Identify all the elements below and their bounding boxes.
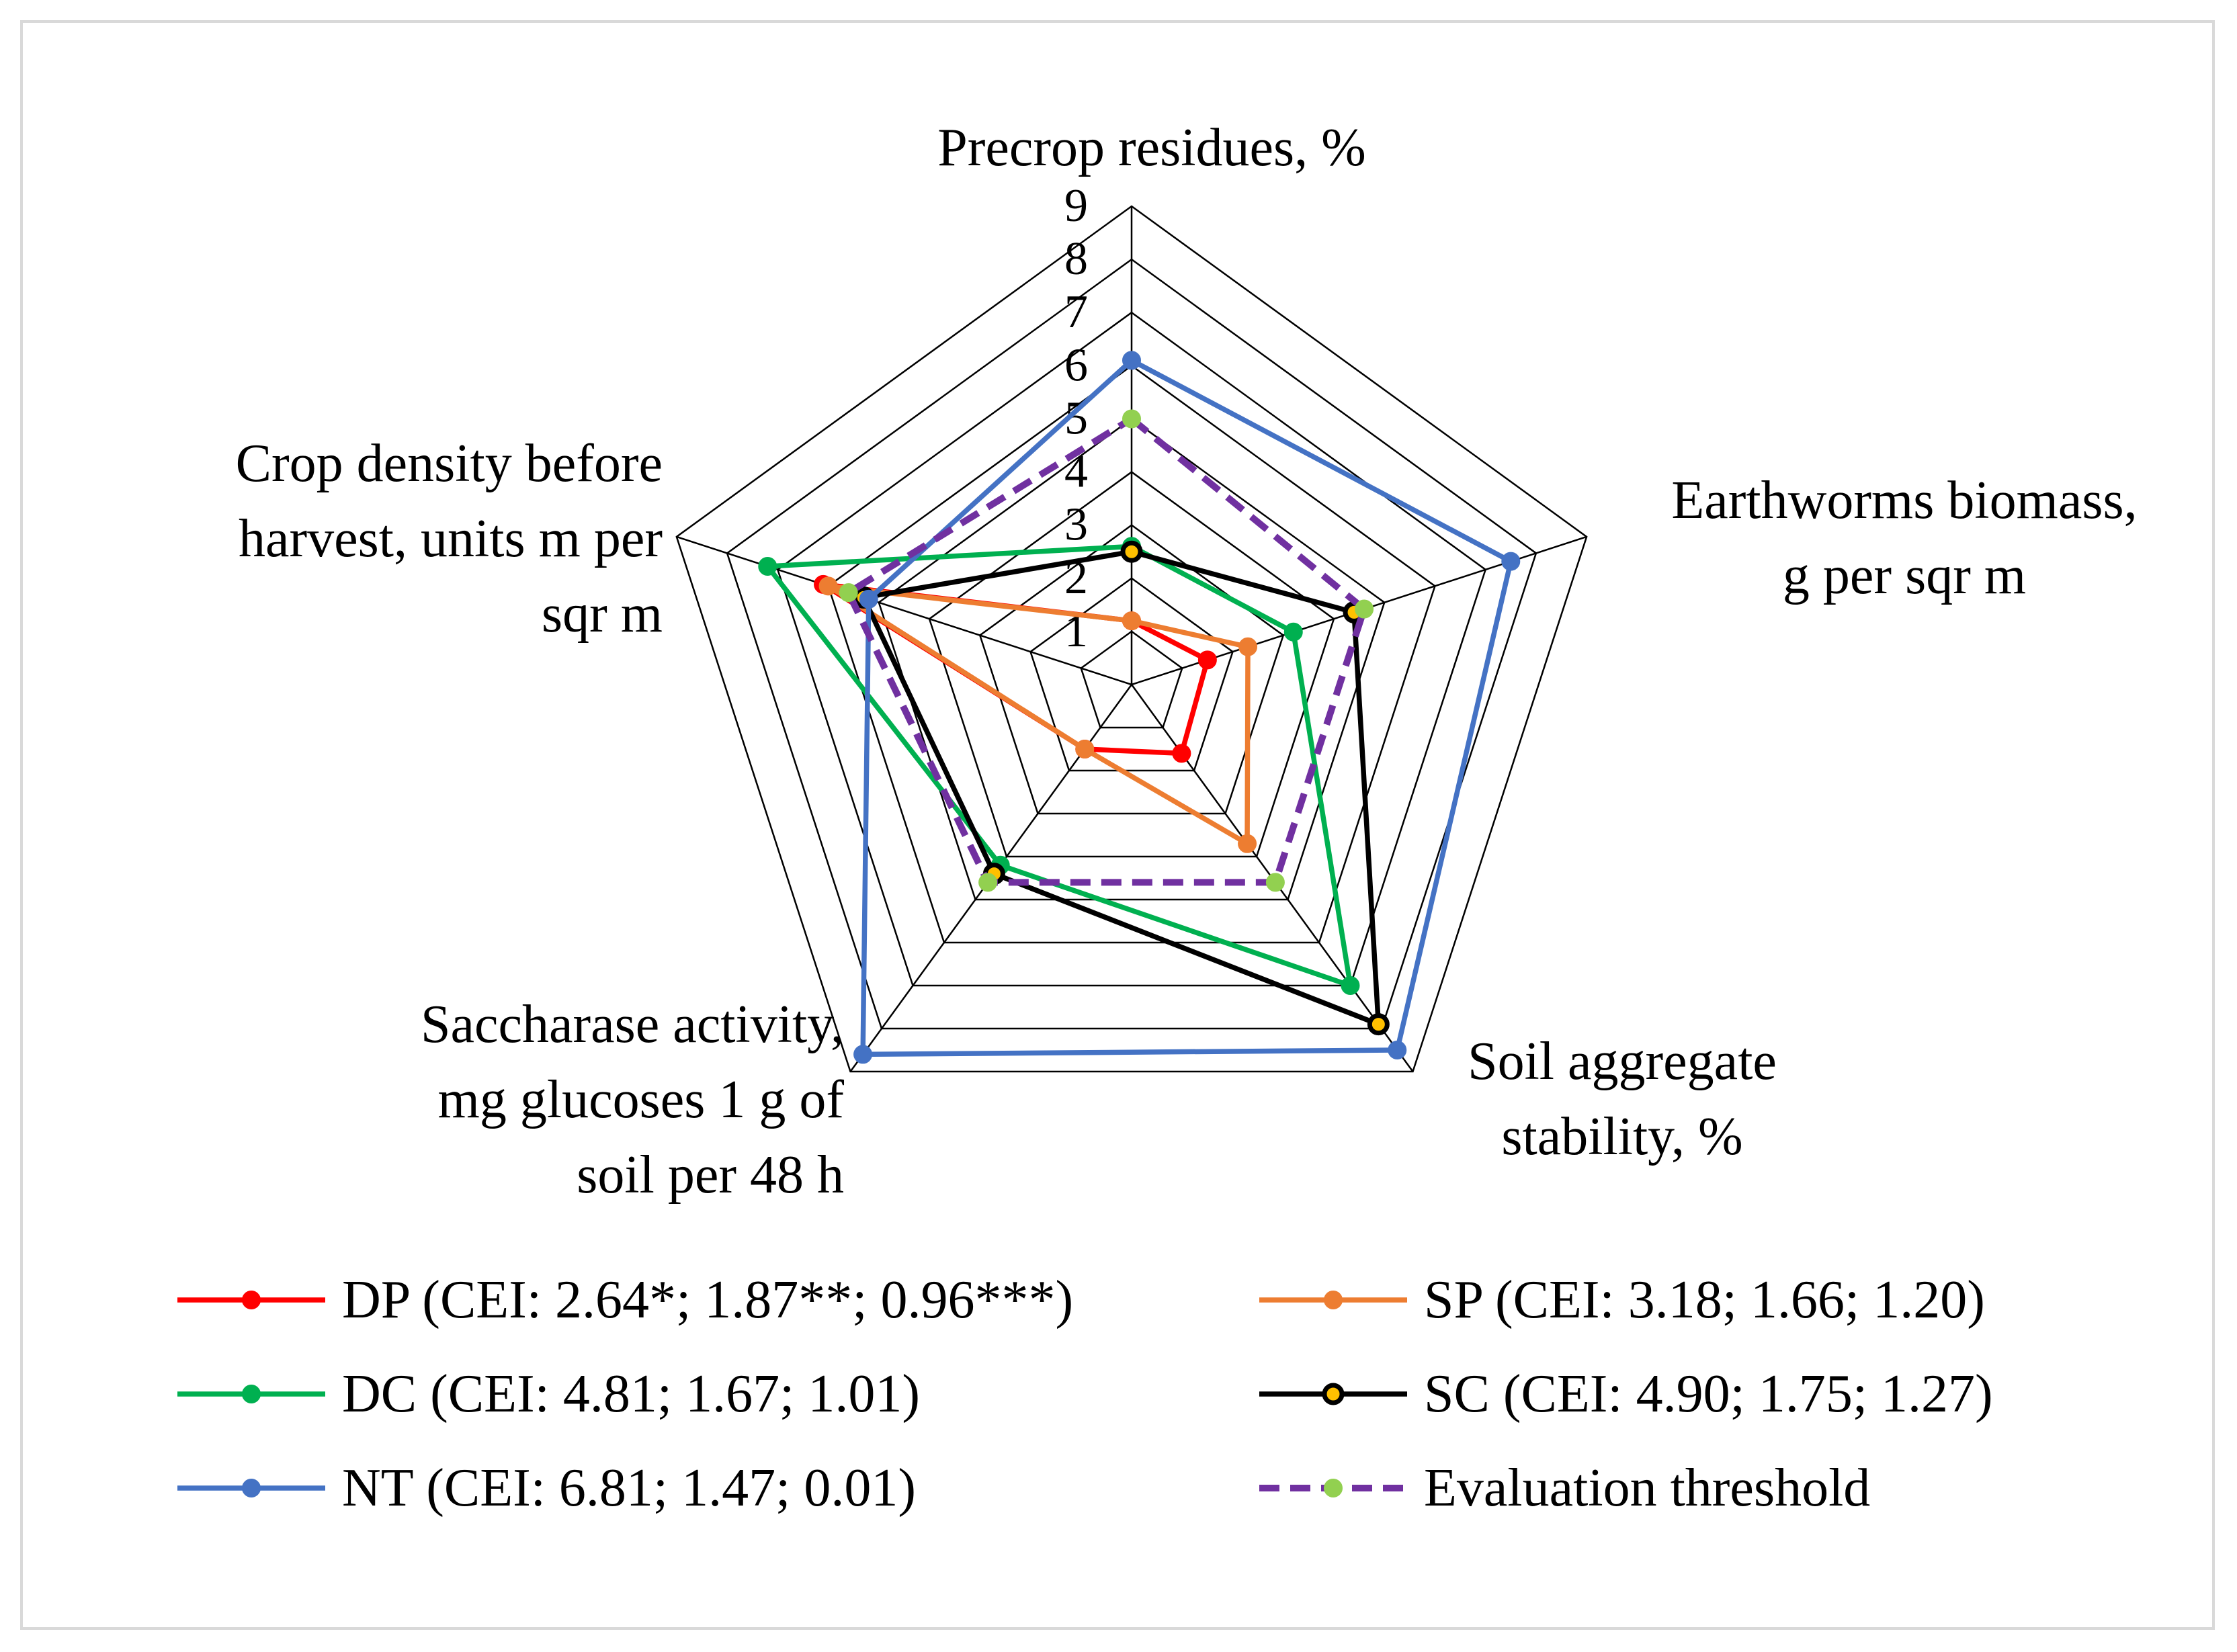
data-point [1122, 611, 1141, 631]
data-point [1355, 599, 1374, 619]
data-point [758, 556, 777, 576]
legend-label: DC (CEI: 4.81; 1.67; 1.01) [342, 1364, 920, 1424]
axis-label-4: Saccharase activity, mg glucoses 1 g of so… [421, 987, 844, 1213]
grid-ring-4 [928, 471, 1335, 858]
tick-label: 8 [1064, 233, 1088, 285]
axis-label-line: Crop density before [235, 434, 663, 493]
grid-ring-9 [675, 205, 1588, 1073]
grid-ring-6 [827, 364, 1436, 944]
legend-swatch [1259, 1383, 1407, 1405]
data-point [1238, 834, 1257, 853]
legend-item: SP (CEI: 3.18; 1.66; 1.20) [1256, 1262, 1985, 1338]
legend-item: DP (CEI: 2.64*; 1.87**; 0.96***) [174, 1262, 1073, 1338]
data-point [1122, 351, 1141, 370]
axis-label-line: stability, % [1501, 1107, 1743, 1166]
radar-grid [675, 205, 1588, 1073]
legend-item: SC (CEI: 4.90; 1.75; 1.27) [1256, 1356, 1993, 1432]
series-line [765, 544, 1353, 988]
grid-ring-5 [878, 417, 1386, 901]
axis-spoke-5 [676, 535, 1132, 686]
series-line [861, 549, 1382, 1027]
legend-label: NT (CEI: 6.81; 1.47; 0.01) [342, 1459, 917, 1518]
legend-swatch [177, 1385, 325, 1403]
tick-label: 3 [1064, 499, 1088, 551]
data-point [1172, 744, 1191, 763]
grid-ring-3 [978, 524, 1285, 815]
data-point [1122, 409, 1141, 429]
series-line [845, 415, 1368, 886]
axis-label-5: Crop density before harvest, units m per s… [236, 426, 663, 652]
data-point [1120, 540, 1143, 563]
data-point [853, 1045, 873, 1064]
data-point [839, 583, 858, 603]
tick-label: 9 [1064, 180, 1088, 232]
axis-label-3: Soil aggregate stability, % [1468, 1024, 1777, 1174]
legend-label: SC (CEI: 4.90; 1.75; 1.27) [1424, 1364, 1993, 1424]
axis-label-1: Precrop residues, % [937, 110, 1366, 185]
tick-label: 7 [1064, 286, 1088, 338]
series-sc [852, 540, 1390, 1036]
data-point [1265, 873, 1285, 892]
series-line [825, 583, 1251, 846]
legend-swatch [1259, 1479, 1407, 1497]
data-point [1388, 1041, 1407, 1060]
axis-label-2: Earthworms biomass, g per sqr m [1671, 463, 2137, 613]
legend-label: DP (CEI: 2.64*; 1.87**; 0.96***) [342, 1270, 1074, 1330]
data-point [1238, 637, 1258, 656]
data-point [1197, 650, 1217, 670]
data-point [1501, 552, 1521, 571]
axis-label-line: Soil aggregate [1468, 1032, 1777, 1091]
data-point [1367, 1013, 1390, 1036]
tick-label: 6 [1064, 339, 1088, 391]
axis-label-line: Earthworms biomass, [1671, 471, 2138, 530]
series-line [860, 357, 1514, 1057]
legend-swatch [177, 1291, 325, 1309]
axis-label-line: Saccharase activity, [420, 995, 844, 1054]
legend-swatch [177, 1479, 325, 1497]
legend-label: SP (CEI: 3.18; 1.66; 1.20) [1424, 1270, 1985, 1330]
grid-ring-7 [776, 311, 1487, 987]
axis-label-line: mg glucoses 1 g of [437, 1070, 844, 1129]
legend-label: Evaluation threshold [1424, 1459, 1871, 1518]
grid-ring-1 [1080, 630, 1183, 729]
data-point [1075, 740, 1095, 759]
data-point [818, 576, 838, 596]
data-point [1283, 622, 1303, 642]
legend-item: DC (CEI: 4.81; 1.67; 1.01) [174, 1356, 920, 1432]
data-point [859, 589, 878, 609]
data-point [978, 873, 998, 892]
series-evaluation-threshold [839, 409, 1374, 892]
legend-item: Evaluation threshold [1256, 1450, 1870, 1526]
legend-swatch [1259, 1291, 1407, 1309]
axis-label-line: sqr m [542, 584, 663, 644]
grid-ring-8 [726, 258, 1537, 1030]
data-series [758, 351, 1521, 1064]
axis-label-line: Precrop residues, % [937, 118, 1366, 177]
axis-label-line: soil per 48 h [577, 1145, 844, 1205]
axis-label-line: harvest, units m per [239, 509, 663, 568]
data-point [1341, 976, 1360, 996]
series-nt [853, 351, 1521, 1064]
legend-item: NT (CEI: 6.81; 1.47; 0.01) [174, 1450, 916, 1526]
axis-label-line: g per sqr m [1782, 546, 2027, 605]
